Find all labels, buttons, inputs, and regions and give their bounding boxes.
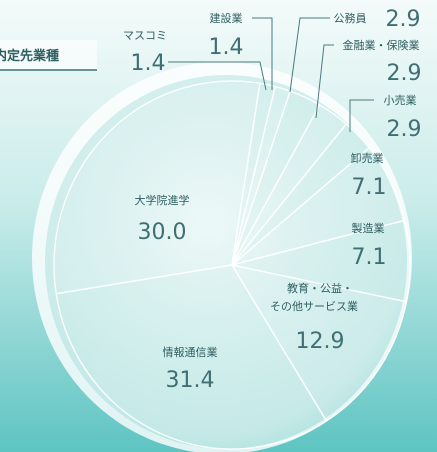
category-label: 製造業 — [352, 221, 385, 235]
value-label: 30.0 — [138, 220, 187, 245]
value-label: 2.9 — [387, 117, 422, 142]
leader — [252, 17, 273, 90]
category-label: 情報通信業 — [163, 346, 218, 359]
category-label: 小売業 — [384, 94, 417, 107]
title-box — [0, 40, 97, 70]
pie-slice — [53, 80, 261, 295]
chart-title: 内定先業種 — [0, 48, 59, 64]
value-label: 31.4 — [166, 368, 215, 393]
value-label: 2.9 — [386, 7, 421, 32]
category-label: 公務員 — [334, 11, 367, 25]
category-label: 卸売業 — [351, 151, 384, 165]
slices — [53, 80, 411, 450]
value-label: 7.1 — [352, 245, 387, 270]
leader — [315, 44, 334, 119]
value-label: 2.9 — [387, 61, 422, 86]
value-label: 1.4 — [209, 35, 244, 60]
value-label: 1.4 — [131, 51, 166, 76]
category-label: その他サービス業 — [270, 300, 358, 313]
category-label: 教育・公益・ — [287, 281, 353, 295]
value-label: 12.9 — [296, 329, 345, 354]
category-label: マスコミ — [123, 29, 167, 42]
category-label: 金融業・保険業 — [343, 38, 420, 52]
lens — [45, 75, 407, 449]
pie-slice — [55, 264, 328, 450]
pie-slice — [230, 264, 408, 422]
category-label: 建設業 — [210, 11, 243, 25]
leader — [168, 61, 267, 91]
value-label: 7.1 — [352, 175, 387, 200]
leader — [349, 99, 374, 132]
leader — [289, 17, 330, 93]
category-label: 大学院進学 — [135, 193, 190, 207]
